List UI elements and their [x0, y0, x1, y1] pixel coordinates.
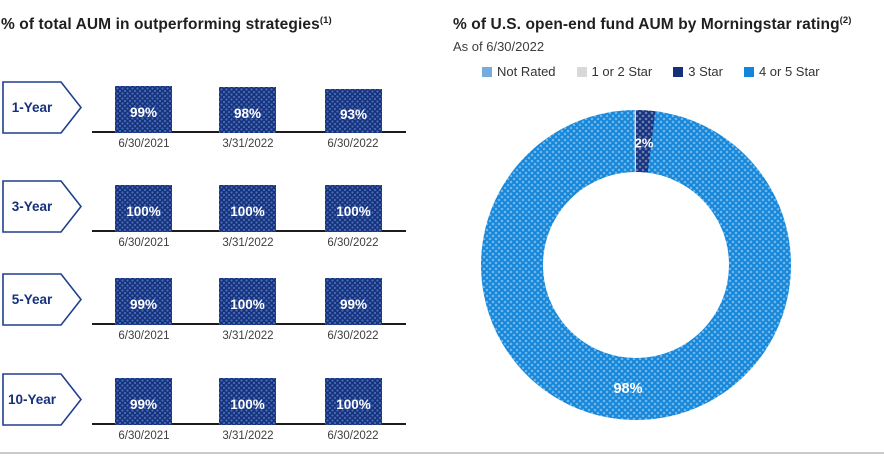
- bar-value: 100%: [219, 185, 276, 232]
- legend-swatch-icon: [673, 66, 684, 77]
- bar-date: 3/31/2022: [222, 430, 274, 442]
- legend-item-3-star: 3 Star: [673, 64, 723, 79]
- period-label: 10-Year: [7, 392, 57, 407]
- bar-row-3-year: 3-Year 100% 100% 100% 6/30/2021 3/31/202…: [0, 146, 440, 249]
- left-chart-title: % of total AUM in outperforming strategi…: [1, 15, 332, 34]
- bottom-divider: [0, 452, 884, 454]
- arrow-shape-icon: [2, 81, 82, 134]
- legend-item-1-or-2-star: 1 or 2 Star: [576, 64, 653, 79]
- right-chart-title: % of U.S. open-end fund AUM by Morningst…: [453, 15, 852, 34]
- bar-value-label: 100%: [230, 297, 265, 312]
- period-label: 3-Year: [11, 199, 53, 214]
- legend-label: Not Rated: [497, 64, 556, 79]
- bar-value-label: 100%: [336, 397, 371, 412]
- bar-value-label: 93%: [339, 106, 368, 122]
- bar-value: 100%: [325, 378, 382, 425]
- legend-label: 1 or 2 Star: [591, 64, 653, 79]
- bar-row-10-year: 10-Year 99% 100% 100% 6/30/2021 3/31/202…: [0, 339, 440, 442]
- period-label: 5-Year: [11, 292, 53, 307]
- bar-value-label: 99%: [129, 297, 158, 312]
- bar-date: 6/30/2022: [327, 330, 379, 342]
- bar-date: 3/31/2022: [222, 237, 274, 249]
- bar-date: 3/31/2022: [222, 330, 274, 342]
- bar-date: 3/31/2022: [222, 138, 274, 150]
- bar-date: 6/30/2021: [118, 330, 170, 342]
- bar-value-label: 100%: [230, 204, 265, 219]
- legend-swatch-icon: [743, 66, 754, 77]
- bar-date: 6/30/2022: [327, 430, 379, 442]
- donut-slice-label-3-star: 2%: [634, 135, 654, 151]
- bar-row-5-year: 5-Year 99% 100% 99% 6/30/2021 3/31/2022 …: [0, 239, 440, 342]
- bar-value: 100%: [115, 185, 172, 232]
- bar-date: 6/30/2021: [118, 138, 170, 150]
- bar-value-label: 100%: [336, 204, 371, 219]
- legend-item-4-or-5-star: 4 or 5 Star: [743, 64, 820, 79]
- bar-value: 99%: [115, 378, 172, 425]
- donut-chart: 2% 98%: [481, 110, 791, 420]
- legend-item-not-rated: Not Rated: [482, 64, 556, 79]
- legend-label: 4 or 5 Star: [758, 64, 820, 79]
- bar-value: 100%: [219, 378, 276, 425]
- bar-value: 93%: [325, 89, 382, 133]
- legend-swatch-icon: [576, 66, 587, 77]
- period-arrow-10-year: 10-Year: [2, 373, 82, 426]
- legend-swatch-icon: [482, 66, 492, 77]
- arrow-shape-icon: [2, 180, 82, 233]
- bar-value: 100%: [219, 278, 276, 325]
- legend-label: 3 Star: [688, 64, 723, 79]
- left-chart-title-footnote: (1): [319, 15, 332, 26]
- bar-value: 99%: [115, 278, 172, 325]
- donut-slice-label-4-or-5-star: 98%: [613, 381, 643, 397]
- period-arrow-3-year: 3-Year: [2, 180, 82, 233]
- period-label: 1-Year: [11, 100, 53, 115]
- right-chart-title-text: % of U.S. open-end fund AUM by Morningst…: [453, 16, 840, 34]
- bar-date: 6/30/2022: [327, 237, 379, 249]
- bar-date: 6/30/2021: [118, 237, 170, 249]
- bar-date: 6/30/2022: [327, 138, 379, 150]
- bar-date: 6/30/2021: [118, 430, 170, 442]
- left-chart-title-text: % of total AUM in outperforming strategi…: [1, 16, 320, 34]
- period-arrow-1-year: 1-Year: [2, 81, 82, 134]
- right-chart-title-footnote: (2): [839, 15, 852, 26]
- bar-value-label: 99%: [129, 105, 158, 120]
- bar-value: 99%: [115, 86, 172, 133]
- bar-value: 98%: [219, 87, 276, 133]
- bar-value: 100%: [325, 185, 382, 232]
- right-chart-subtitle: As of 6/30/2022: [453, 39, 545, 54]
- donut-legend: Not Rated 1 or 2 Star 3 Star 4 or 5 Star: [482, 64, 820, 79]
- bar-value-label: 99%: [129, 397, 158, 412]
- bar-value-label: 98%: [233, 105, 262, 121]
- bar-row-1-year: 1-Year 99% 98% 93% 6/30/2021 3/31/2022 6…: [0, 47, 440, 150]
- bar-value-label: 99%: [339, 297, 368, 312]
- bar-value: 99%: [325, 278, 382, 325]
- bar-value-label: 100%: [126, 204, 161, 219]
- period-arrow-5-year: 5-Year: [2, 273, 82, 326]
- arrow-shape-icon: [2, 373, 82, 426]
- arrow-shape-icon: [2, 273, 82, 326]
- bar-value-label: 100%: [230, 397, 265, 412]
